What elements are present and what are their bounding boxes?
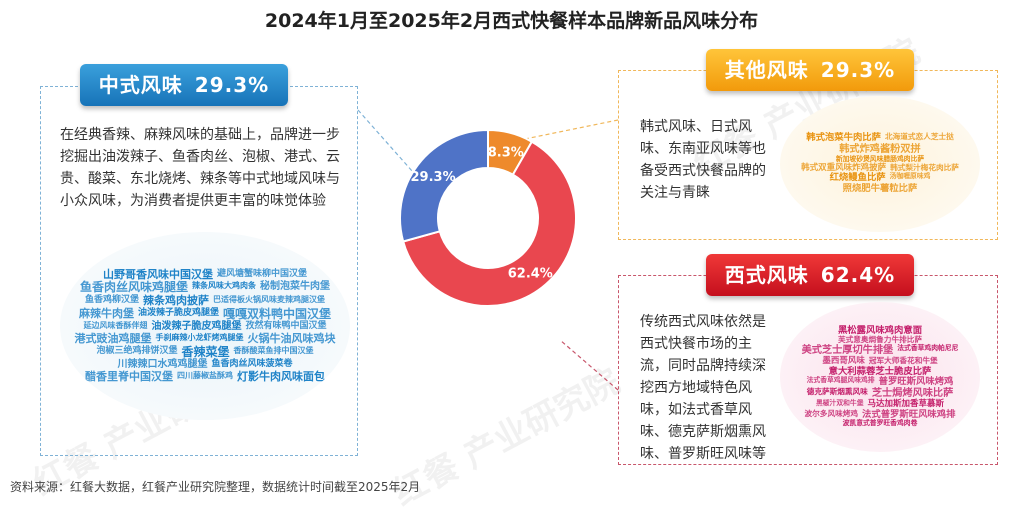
- western-flavor-name: 西式风味: [724, 263, 809, 287]
- chinese-flavor-description: 在经典香辣、麻辣风味的基础上，品牌进一步挖掘出油泼辣子、鱼香肉丝、泡椒、港式、云…: [60, 127, 340, 209]
- chinese-cloud-word: 手刹麻辣小龙虾烤鸡腿堡: [155, 332, 244, 342]
- chinese-cloud-word: 鱼香鸡柳汉堡: [84, 294, 139, 305]
- other-flavor-pct: 29.3%: [820, 58, 896, 82]
- western-cloud-word: 波凯意式普罗旺香鸡肉卷: [842, 419, 918, 428]
- other-cloud-word: 照烧肥牛薯粒比萨: [842, 183, 918, 195]
- chinese-cloud-word: 醋香里脊中国汉堡: [85, 369, 173, 383]
- chinese-cloud-word: 辣条风味大鸡肉条: [192, 281, 256, 291]
- western-cloud-word: 马达加斯加香草慕斯: [867, 398, 945, 409]
- western-cloud-word: 冠军大师香花和牛堡: [868, 355, 938, 365]
- chinese-cloud-word: 鱼香肉丝风味鸡腿堡: [79, 280, 188, 295]
- other-cloud-word: 汤咖喱原味鸡: [889, 172, 931, 181]
- donut-label-chinese: 29.3%: [411, 170, 456, 185]
- chinese-cloud-word: 麻辣牛肉堡: [78, 306, 134, 320]
- other-cloud-word: 北海道式恋人芝士挞: [885, 132, 954, 142]
- chinese-cloud-word: 鱼香肉丝风味菠菜卷: [211, 359, 293, 370]
- other-cloud-word: 韩式炸鸡酱粉双拼: [839, 143, 921, 155]
- chinese-cloud-word: 油泼辣子脆皮鸡腿堡: [137, 307, 219, 318]
- donut-slice-chinese: [399, 128, 489, 243]
- western-flavor-description: 传统西式风味依然是西式快餐市场的主流，同时品牌持续深挖西方地域特色风味，如法式香…: [640, 314, 766, 462]
- chinese-cloud-word: 香辣菜堡: [181, 344, 230, 359]
- other-cloud-word: 新加坡砂煲风味腊肠鸡肉比萨: [835, 154, 925, 163]
- connector-lines: [357, 109, 619, 391]
- western-cloud-word: 普罗旺斯风味烤鸡: [878, 376, 954, 388]
- western-cloud-word: 意大利蒜蓉芝士脆皮比萨: [828, 365, 932, 377]
- connector-western: [559, 339, 619, 391]
- chinese-flavor-pct: 29.3%: [194, 73, 270, 97]
- donut-label-western: 62.4%: [508, 267, 553, 282]
- western-flavor-pct: 62.4%: [820, 263, 896, 287]
- western-cloud-word: 芙式意奥焗鲁力牛排比萨: [837, 335, 923, 345]
- chinese-cloud-word: 川辣辣口水鸡鸡腿堡: [117, 359, 208, 371]
- western-flavor-badge: 西式风味 62.4%: [706, 254, 914, 296]
- chinese-cloud-word: 山野哥香风味中国汉堡: [102, 267, 213, 281]
- other-cloud-word: 韩式泡菜牛肉比萨: [806, 132, 881, 144]
- chinese-cloud-word: 泡椒三绝鸡排饼汉堡: [96, 345, 178, 356]
- chinese-cloud-word: 港式豉油鸡腿堡: [74, 331, 152, 345]
- connector-chinese: [357, 109, 421, 181]
- western-cloud-word: 黑椒汁双和牛堡: [815, 398, 864, 407]
- chinese-cloud-word: 四川藤椒盐酥鸡: [177, 370, 233, 380]
- chinese-cloud-word: 油泼辣子脆皮鸡腿堡: [151, 321, 242, 333]
- other-flavor-description: 韩式风味、日式风味、东南亚风味等也备受西式快餐品牌的关注与青睐: [640, 119, 766, 201]
- western-cloud-word: 法式普罗斯旺风味鸡排: [862, 408, 956, 420]
- chinese-cloud-word: 香酥酸菜鱼排中国汉堡: [233, 345, 314, 355]
- chinese-cloud-word: 火锅牛油风味鸡块: [247, 331, 336, 345]
- western-cloud-word: 德克萨斯烟熏风味: [806, 387, 868, 397]
- donut-chart: 8.3% 62.4% 29.3%: [399, 128, 577, 307]
- other-flavor-badge: 其他风味 29.3%: [706, 49, 914, 91]
- data-source-note: 资料来源：红餐大数据，红餐产业研究院整理，数据统计时间截至2025年2月: [10, 480, 421, 494]
- chinese-cloud-word: 孜然有味鸭中国汉堡: [245, 321, 327, 332]
- chinese-flavor-badge: 中式风味 29.3%: [80, 64, 288, 106]
- chinese-cloud-word: 灯影牛肉风味面包: [237, 369, 325, 383]
- chinese-cloud-word: 巴适得板火锅风味麦辣鸡腿汉堡: [213, 294, 325, 304]
- chinese-flavor-name: 中式风味: [98, 73, 183, 97]
- other-flavor-name: 其他风味: [724, 58, 809, 82]
- chinese-cloud-word: 秘制泡菜牛肉堡: [260, 281, 330, 293]
- western-cloud-word: 黑松露风味鸡肉意面: [837, 324, 923, 336]
- western-cloud-word: 法式香草鸡腿风味鸡排: [806, 376, 875, 385]
- other-cloud-word: 韩式梨汁梅花肉比萨: [890, 162, 959, 172]
- donut-slice-western: [401, 140, 577, 307]
- western-cloud-word: 墨西哥风味: [822, 355, 865, 366]
- donut-label-other: 8.3%: [488, 145, 524, 160]
- connector-other: [519, 119, 619, 141]
- other-cloud-word: 韩式双重风味炸鸡披萨: [801, 162, 887, 173]
- western-cloud-word: 法式香草鸡肉帕尼尼: [897, 344, 959, 353]
- other-cloud-word: 红烧鳗鱼比萨: [829, 172, 886, 184]
- chinese-word-cloud: 山野哥香风味中国汉堡 避风塘蟹味柳中国汉堡鱼香肉丝风味鸡腿堡 辣条风味大鸡肉条 秘制泡…: [60, 232, 350, 420]
- western-cloud-word: 波尔多风味烤鸡: [804, 408, 859, 418]
- chinese-cloud-word: 嘎嘎双料鸭中国汉堡: [223, 306, 332, 321]
- chinese-cloud-word: 辣条鸡肉披萨: [143, 293, 209, 307]
- chart-title: 2024年1月至2025年2月西式快餐样本品牌新品风味分布: [264, 10, 759, 32]
- chinese-cloud-word: 延边风味香酥伴翅: [83, 321, 148, 331]
- chinese-cloud-word: 避风塘蟹味柳中国汉堡: [216, 268, 307, 279]
- western-cloud-word: 芝士焗烤风味比萨: [871, 388, 954, 400]
- other-word-cloud: 韩式泡菜牛肉比萨 北海道式恋人芝士挞 韩式炸鸡酱粉双拼 新加坡砂煲风味腊肠鸡肉比萨 韩式…: [780, 96, 980, 232]
- western-cloud-word: 美式芝士厚切牛排堡: [801, 345, 894, 357]
- western-word-cloud: 黑松露风味鸡肉意面 芙式意奥焗鲁力牛排比萨 美式芝士厚切牛排堡 法式香草鸡肉帕尼尼墨西…: [780, 302, 980, 452]
